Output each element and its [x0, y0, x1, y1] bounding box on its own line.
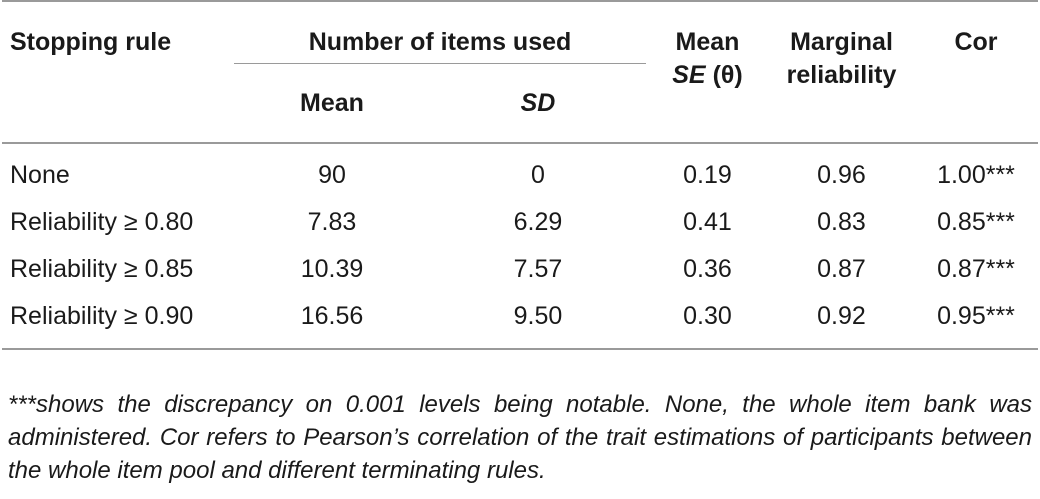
stopping-rule-table: Stopping rule Number of items used Mean …	[2, 0, 1038, 350]
cell-mean-se: 0.19	[683, 161, 732, 189]
cell-mean: 10.39	[300, 255, 364, 283]
cell-rule: Reliability ≥ 0.90	[10, 302, 194, 330]
cell-marginal-reliability: 0.87	[817, 255, 866, 283]
cell-sd: 0	[531, 161, 545, 189]
cell-marginal-reliability: 0.96	[817, 161, 866, 189]
cell-rule: Reliability ≥ 0.80	[10, 208, 194, 236]
header-sd-label: SD	[520, 88, 556, 117]
cell-cor: 1.00***	[937, 161, 1015, 189]
table-footnote: ***shows the discrepancy on 0.001 levels…	[8, 391, 1032, 484]
table-row: None 90 0 0.19 0.96 1.00***	[2, 143, 1038, 199]
cell-mean: 16.56	[300, 302, 364, 330]
header-stopping-rule: Stopping rule	[2, 1, 234, 144]
cell-cor: 0.87***	[937, 255, 1015, 283]
cell-mean-se: 0.30	[683, 302, 732, 330]
table-row: Reliability ≥ 0.85 10.39 7.57 0.36 0.87 …	[2, 246, 1038, 293]
header-mean-se-se: SE	[672, 61, 706, 89]
cell-cor: 0.85***	[937, 208, 1015, 236]
table-row: Reliability ≥ 0.90 16.56 9.50 0.30 0.92 …	[2, 293, 1038, 349]
cell-mean-se: 0.41	[683, 208, 732, 236]
cell-sd: 6.29	[513, 208, 563, 236]
header-marginal-line2: reliability	[786, 61, 897, 89]
header-mean: Mean	[234, 62, 430, 143]
header-sd: SD	[430, 62, 646, 143]
cell-rule: Reliability ≥ 0.85	[10, 255, 194, 283]
header-marginal-line1: Marginal	[790, 28, 893, 56]
header-mean-se-line1: Mean	[675, 28, 740, 56]
cell-sd: 7.57	[513, 255, 563, 283]
cell-mean-se: 0.36	[683, 255, 732, 283]
header-number-of-items-used: Number of items used	[308, 28, 572, 56]
header-mean-se-theta: Mean SE (θ)	[646, 1, 769, 144]
table-body: None 90 0 0.19 0.96 1.00*** Reliability …	[2, 143, 1038, 349]
header-mean-se-theta-symbol: (θ)	[712, 61, 743, 89]
results-table-container: Stopping rule Number of items used Mean …	[2, 0, 1038, 350]
cell-marginal-reliability: 0.83	[817, 208, 866, 236]
header-marginal-reliability: Marginal reliability	[769, 1, 914, 144]
header-cor: Cor	[914, 1, 1038, 144]
cell-cor: 0.95***	[937, 302, 1015, 330]
cell-mean: 90	[318, 161, 346, 189]
cell-sd: 9.50	[513, 302, 563, 330]
table-header: Stopping rule Number of items used Mean …	[2, 1, 1038, 144]
cell-mean: 7.83	[307, 208, 357, 236]
cell-marginal-reliability: 0.92	[817, 302, 866, 330]
table-row: Reliability ≥ 0.80 7.83 6.29 0.41 0.83 0…	[2, 199, 1038, 246]
cell-rule: None	[10, 161, 70, 189]
